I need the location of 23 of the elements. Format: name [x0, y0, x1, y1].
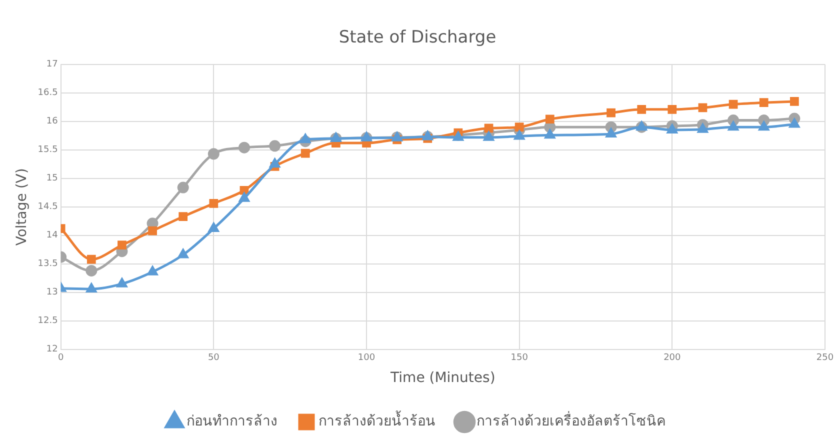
x-tick-label: 250 [816, 353, 834, 364]
y-tick-label: 12 [46, 344, 58, 355]
x-axis-title: Time (Minutes) [390, 370, 496, 386]
y-tick-label: 17 [46, 60, 58, 70]
y-tick-label: 13 [46, 288, 58, 298]
x-tick-label: 150 [510, 353, 528, 364]
y-tick-label: 12.5 [38, 316, 58, 326]
y-tick-label: 14.5 [38, 202, 58, 212]
x-tick-label: 0 [58, 353, 64, 364]
y-tick-label: 16.5 [38, 88, 58, 98]
legend-label: การล้างด้วยเครื่องอัลตร้าโซนิค [476, 412, 666, 430]
y-tick-label: 16 [46, 116, 58, 127]
x-tick-label: 50 [208, 353, 220, 364]
y-tick-label: 15 [46, 174, 58, 184]
x-tick-label: 200 [664, 353, 682, 364]
y-tick-label: 13.5 [38, 259, 58, 270]
legend-label: การล้างด้วยน้ำร้อน [318, 410, 436, 430]
legend-label: ก่อนทำการล้าง [186, 414, 278, 430]
chart-title: State of Discharge [338, 28, 496, 48]
y-tick-label: 14 [46, 230, 58, 241]
y-tick-label: 15.5 [38, 145, 58, 156]
y-axis-title: Voltage (V) [14, 168, 30, 246]
x-tick-label: 100 [358, 353, 376, 364]
